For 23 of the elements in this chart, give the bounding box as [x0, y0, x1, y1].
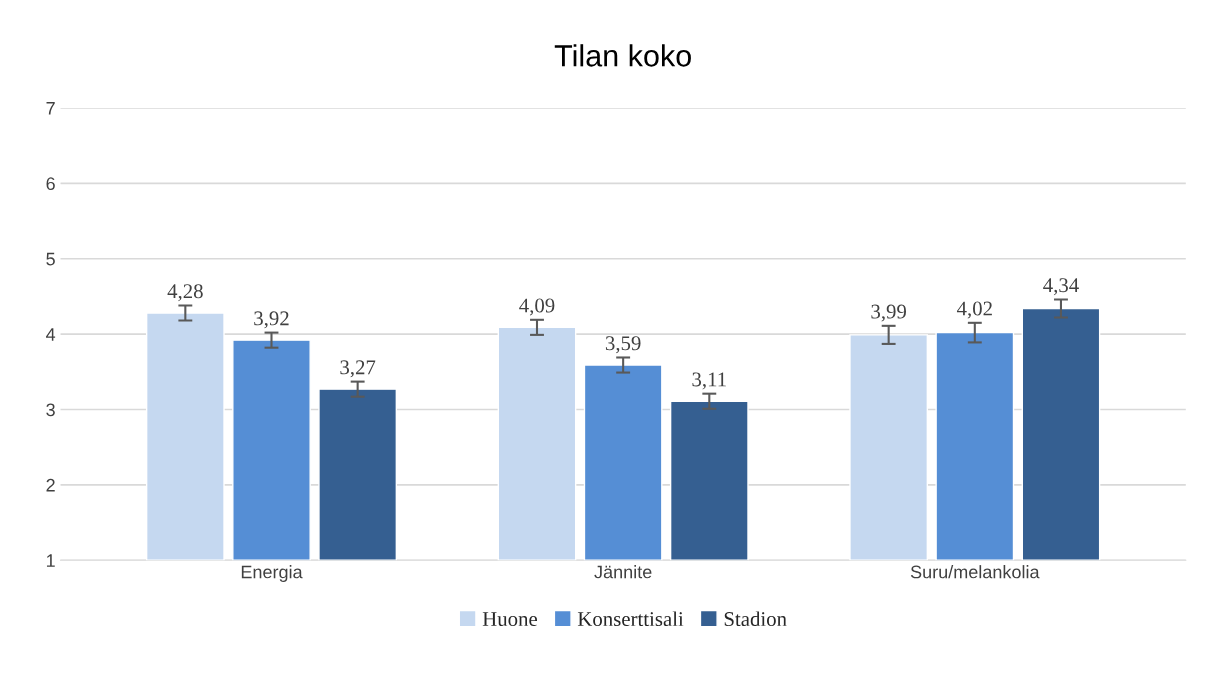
- y-tick-label: 4: [46, 328, 56, 341]
- x-tick-label: Jännite: [594, 565, 652, 579]
- y-tick-label: 2: [46, 478, 55, 492]
- y-tick-label: 1: [46, 554, 55, 567]
- y-tick-label: 7: [46, 102, 55, 115]
- y-tick-label: 6: [46, 177, 55, 191]
- data-label: 3,11: [692, 372, 726, 390]
- data-label: 3,92: [254, 311, 289, 329]
- legend-label: Stadion: [724, 611, 787, 627]
- data-label: 3,27: [340, 360, 376, 378]
- data-label: 4,28: [167, 284, 203, 302]
- data-label: 3,99: [871, 304, 907, 322]
- y-tick-label: 3: [46, 403, 55, 417]
- legend-label: Konserttisali: [577, 611, 684, 627]
- data-label: 4,34: [1043, 278, 1079, 296]
- x-tick-label: Suru/melankolia: [910, 565, 1040, 579]
- y-tick-label: 5: [46, 252, 55, 266]
- data-label: 4,02: [956, 301, 992, 319]
- data-label: 4,09: [519, 298, 555, 316]
- legend-label: Huone: [482, 612, 538, 627]
- chart-title: Tilan koko: [554, 44, 691, 67]
- x-tick-label: Energia: [241, 565, 303, 582]
- data-label: 3,59: [605, 336, 641, 354]
